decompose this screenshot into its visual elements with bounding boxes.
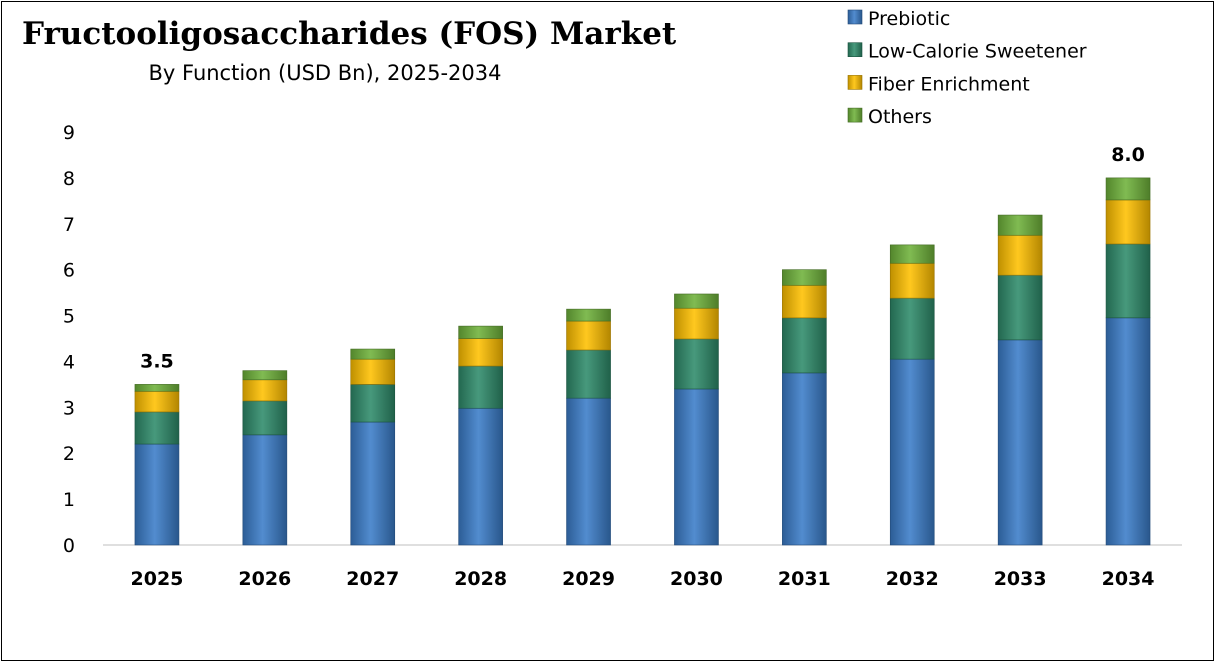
bar-segment-fiber-enrichment	[997, 234, 1043, 276]
bar-segment-fiber-enrichment	[782, 284, 827, 319]
y-tick-label: 3	[63, 397, 75, 419]
y-tick-label: 2	[63, 443, 75, 465]
bar-segment-fiber-enrichment	[134, 390, 180, 413]
bar-segment-prebiotic	[1105, 317, 1151, 546]
x-tick-label: 2028	[454, 568, 507, 590]
legend-label: Fiber Enrichment	[868, 73, 1030, 95]
bar-segment-others	[1105, 177, 1151, 201]
x-tick-label: 2026	[238, 568, 291, 590]
y-tick-label: 8	[63, 168, 75, 190]
bar-segment-low-calorie-sweetener	[458, 365, 503, 409]
bar-segment-fiber-enrichment	[242, 379, 288, 402]
legend-swatch	[847, 75, 863, 90]
bar-segment-prebiotic	[889, 358, 935, 546]
bar-segment-others	[674, 293, 719, 309]
total-data-label: 8.0	[1111, 144, 1145, 166]
bar-segment-fiber-enrichment	[1105, 199, 1151, 245]
legend-label: Prebiotic	[868, 8, 950, 30]
bar-segment-others	[566, 308, 611, 322]
bar-segment-prebiotic	[997, 339, 1043, 546]
y-tick-label: 9	[63, 122, 75, 144]
bar-segment-prebiotic	[566, 397, 611, 546]
chart-title: Fructooligosaccharides (FOS) Market	[22, 16, 677, 52]
x-tick-label: 2033	[994, 568, 1047, 590]
bar-segment-others	[782, 269, 827, 286]
bar-segment-fiber-enrichment	[889, 262, 935, 299]
x-tick-label: 2031	[778, 568, 831, 590]
x-tick-label: 2030	[670, 568, 723, 590]
bar-segment-others	[889, 244, 935, 264]
bar-segment-prebiotic	[782, 372, 827, 546]
y-tick-label: 5	[63, 306, 75, 328]
x-tick-label: 2027	[346, 568, 399, 590]
x-tick-label: 2025	[131, 568, 184, 590]
chart-subtitle: By Function (USD Bn), 2025-2034	[149, 61, 502, 85]
bar-segment-prebiotic	[134, 443, 180, 546]
x-tick-label: 2034	[1102, 568, 1155, 590]
bar-segment-others	[997, 214, 1043, 236]
y-tick-label: 4	[63, 351, 75, 373]
bar-segment-fiber-enrichment	[458, 338, 503, 367]
bar-segment-low-calorie-sweetener	[889, 297, 935, 360]
legend-swatch	[847, 107, 863, 123]
x-tick-label: 2032	[886, 568, 939, 590]
bar-segment-prebiotic	[242, 434, 288, 546]
bar-segment-low-calorie-sweetener	[566, 349, 611, 399]
bar-segment-low-calorie-sweetener	[782, 317, 827, 374]
bar-segment-fiber-enrichment	[566, 320, 611, 351]
bar-segment-low-calorie-sweetener	[1105, 243, 1151, 319]
legend-label: Low-Calorie Sweetener	[868, 41, 1087, 63]
total-data-label: 3.5	[140, 350, 174, 372]
x-tick-label: 2029	[562, 568, 615, 590]
y-tick-label: 7	[63, 214, 75, 236]
y-tick-label: 0	[63, 535, 75, 557]
bar-segment-others	[242, 370, 288, 381]
legend-swatch	[847, 42, 863, 58]
bar-segment-prebiotic	[458, 407, 503, 546]
bar-segment-others	[350, 348, 396, 360]
bar-segment-low-calorie-sweetener	[674, 338, 719, 390]
bar-segment-low-calorie-sweetener	[997, 274, 1043, 341]
bar-segment-others	[134, 384, 180, 392]
y-tick-label: 6	[63, 260, 75, 282]
bar-segment-low-calorie-sweetener	[134, 411, 180, 445]
bar-segment-fiber-enrichment	[674, 307, 719, 340]
bar-segment-low-calorie-sweetener	[350, 384, 396, 423]
bar-segment-prebiotic	[350, 421, 396, 546]
bar-segment-prebiotic	[674, 388, 719, 546]
legend-swatch	[847, 9, 863, 25]
bar-segment-fiber-enrichment	[350, 358, 396, 385]
bar-segment-others	[458, 325, 503, 339]
y-tick-label: 1	[63, 489, 75, 511]
legend-label: Others	[868, 106, 932, 128]
bar-segment-low-calorie-sweetener	[242, 400, 288, 436]
